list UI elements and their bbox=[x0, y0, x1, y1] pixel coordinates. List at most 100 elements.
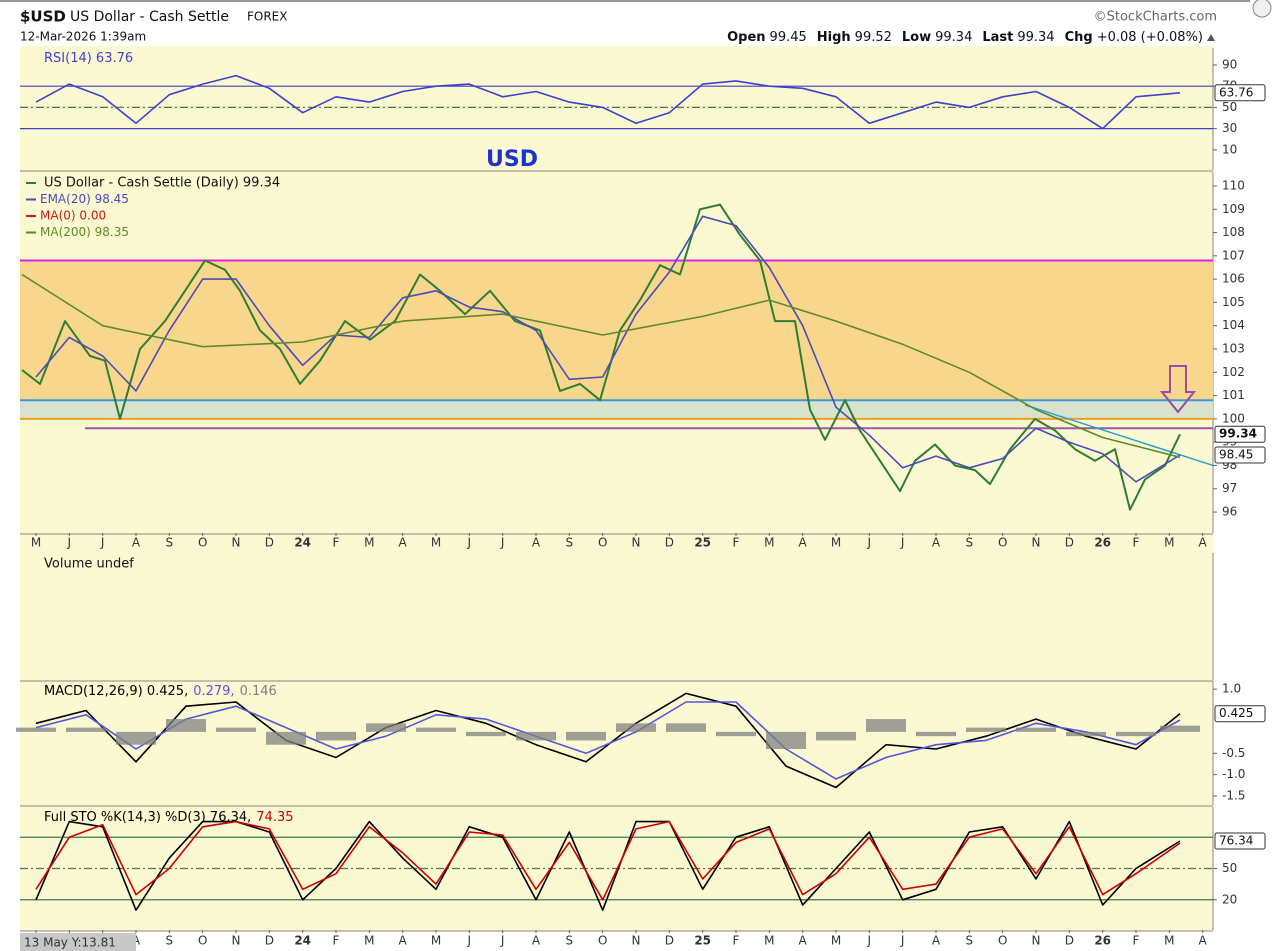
x-tick-label: A bbox=[932, 934, 941, 948]
x-tick-label: A bbox=[932, 536, 941, 550]
x-tick-label: M bbox=[364, 536, 374, 550]
histogram-bar bbox=[1066, 731, 1106, 737]
histogram-bar bbox=[116, 731, 156, 745]
x-tick-label: A bbox=[132, 934, 141, 948]
histogram-bar bbox=[66, 727, 106, 732]
x-tick-label: J bbox=[900, 536, 905, 550]
value-box-label: 0.425 bbox=[1219, 706, 1253, 720]
value-box-label: 98.45 bbox=[1219, 447, 1253, 461]
x-tick-label: M bbox=[1164, 934, 1174, 948]
histogram-bar bbox=[416, 727, 456, 732]
y-tick-label: 102 bbox=[1222, 365, 1245, 379]
x-tick-label: A bbox=[399, 934, 408, 948]
histogram-bar bbox=[216, 727, 256, 732]
x-tick-label: J bbox=[67, 536, 72, 550]
x-tick-label: A bbox=[799, 934, 808, 948]
x-tick-label: S bbox=[566, 536, 574, 550]
histogram-bar bbox=[866, 719, 906, 732]
x-tick-label: A bbox=[132, 536, 141, 550]
quote-label: Low bbox=[902, 30, 931, 45]
y-tick-label: 50 bbox=[1222, 861, 1237, 875]
value-box bbox=[1214, 705, 1266, 723]
series-line bbox=[35, 820, 1181, 911]
x-tick-label: J bbox=[900, 934, 905, 948]
legend-label: MACD(12,26,9) 0.425, bbox=[44, 684, 188, 699]
x-tick-label: S bbox=[966, 934, 974, 948]
y-tick-label: 109 bbox=[1222, 202, 1245, 216]
x-tick-label: 25 bbox=[694, 934, 711, 948]
quote-value: 99.34 bbox=[935, 30, 972, 45]
y-tick-label: 20 bbox=[1222, 892, 1237, 906]
legend: RSI(14) 63.76 bbox=[44, 51, 133, 66]
x-tick-label: S bbox=[966, 536, 974, 550]
y-tick-label: 1.0 bbox=[1222, 682, 1241, 696]
band bbox=[20, 400, 1213, 419]
x-tick-label: D bbox=[1065, 934, 1074, 948]
legend-label: 74.35 bbox=[256, 810, 293, 825]
y-tick-label: 90 bbox=[1222, 57, 1237, 71]
histogram-bar bbox=[366, 723, 406, 732]
symbol: $USD bbox=[20, 8, 66, 26]
histogram-bar bbox=[516, 731, 556, 741]
histogram-bar bbox=[316, 731, 356, 741]
x-tick-label: 26 bbox=[1094, 536, 1111, 550]
histogram-bar bbox=[666, 723, 706, 732]
y-tick-label: 10 bbox=[1222, 142, 1237, 156]
x-tick-label: J bbox=[100, 536, 105, 550]
y-tick-label: 101 bbox=[1222, 388, 1245, 402]
quote-value: +0.08 (+0.08%) bbox=[1097, 30, 1203, 45]
x-tick-label: F bbox=[1133, 934, 1140, 948]
y-tick-label: -1.5 bbox=[1222, 789, 1245, 803]
histogram-bar bbox=[916, 731, 956, 737]
x-tick-label: M bbox=[1164, 536, 1174, 550]
change-arrow bbox=[1207, 34, 1215, 41]
x-tick-label: N bbox=[232, 934, 241, 948]
y-tick-label: 100 bbox=[1222, 411, 1245, 425]
x-tick-label: J bbox=[500, 934, 505, 948]
quote-label: Open bbox=[727, 30, 765, 45]
y-tick-label: 50 bbox=[1222, 100, 1237, 114]
x-tick-label: M bbox=[764, 934, 774, 948]
x-tick-label: J bbox=[500, 536, 505, 550]
x-tick-label: A bbox=[799, 536, 808, 550]
x-tick-label: 25 bbox=[694, 536, 711, 550]
histogram-bar bbox=[266, 731, 306, 745]
series-line bbox=[35, 701, 1181, 780]
band bbox=[20, 260, 1213, 401]
x-tick-label: D bbox=[665, 934, 674, 948]
y-tick-label: 103 bbox=[1222, 342, 1245, 356]
corner-icon[interactable] bbox=[1252, 0, 1272, 18]
x-tick-label: J bbox=[467, 934, 472, 948]
x-tick-label: N bbox=[632, 536, 641, 550]
x-tick-label: M bbox=[431, 536, 441, 550]
histogram-bar bbox=[16, 727, 56, 732]
y-tick-label: -1.0 bbox=[1222, 767, 1245, 781]
legend-label: US Dollar - Cash Settle (Daily) 99.34 bbox=[44, 176, 280, 191]
x-tick-label: J bbox=[867, 536, 872, 550]
y-tick-label: -0.5 bbox=[1222, 746, 1245, 760]
x-tick-label: F bbox=[1133, 536, 1140, 550]
quote: Open 99.45 High 99.52 Low 99.34 Last 99.34 Chg +0… bbox=[727, 30, 1203, 45]
value-box-label: 76.34 bbox=[1219, 834, 1253, 848]
x-tick-label: O bbox=[998, 536, 1007, 550]
x-tick-label: A bbox=[1199, 536, 1208, 550]
x-tick-label: O bbox=[598, 934, 607, 948]
legend-label: MA(200) 98.35 bbox=[40, 225, 129, 239]
legend-label: MA(0) 0.00 bbox=[40, 209, 106, 223]
x-tick-label: M bbox=[431, 934, 441, 948]
tooltip: 13 May Y:13.81 bbox=[24, 936, 116, 950]
y-tick-label: 110 bbox=[1222, 178, 1245, 192]
x-tick-label: D bbox=[265, 536, 274, 550]
x-tick-label: N bbox=[632, 934, 641, 948]
x-tick-label: 24 bbox=[294, 536, 311, 550]
y-tick-label: 96 bbox=[1222, 505, 1237, 519]
x-tick-label: N bbox=[1032, 934, 1041, 948]
series-line bbox=[21, 273, 1181, 459]
series-line bbox=[35, 74, 1181, 130]
annotation: USD bbox=[486, 147, 538, 172]
histogram-bar bbox=[466, 731, 506, 737]
x-tick-label: 24 bbox=[294, 934, 311, 948]
value-box bbox=[1214, 832, 1266, 850]
